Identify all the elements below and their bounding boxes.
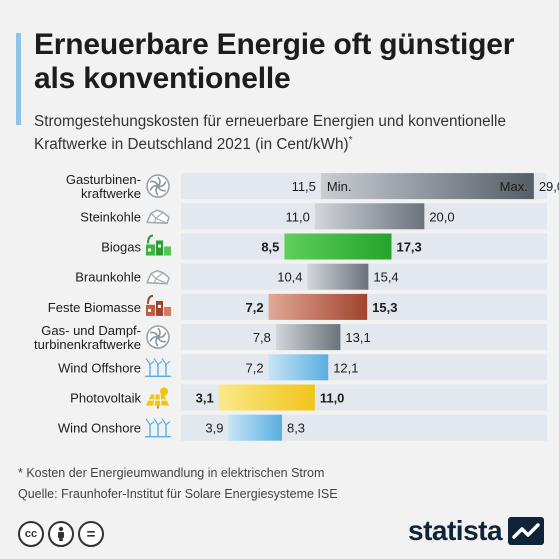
min-value-label: 8,5 (261, 240, 279, 255)
no-derivatives-icon[interactable]: = (78, 521, 104, 547)
range-bar (320, 173, 534, 200)
chart-subtitle: Stromgestehungskosten für erneuerbare En… (34, 112, 554, 154)
range-bar (307, 263, 369, 290)
max-value-label: 20,0 (429, 209, 454, 224)
category-label: Steinkohle (80, 209, 141, 224)
category-label: Gasturbinen- (66, 172, 141, 187)
min-value-label: 3,1 (196, 391, 214, 406)
title-accent-bar (16, 33, 21, 125)
min-value-label: 11,0 (285, 209, 309, 224)
biomass-plant-icon (146, 294, 171, 316)
solar-panel-icon (146, 387, 169, 409)
max-value-label: 11,0 (320, 391, 345, 406)
subtitle-footnote-mark: * (348, 135, 353, 146)
category-label: Wind Offshore (58, 360, 141, 375)
range-bar (314, 203, 425, 230)
chart-row: 7,8 13,1 Gas- und Dampf-turbinenkraftwerke (34, 323, 547, 352)
category-label: Braunkohle (75, 270, 141, 285)
turbine-icon (146, 174, 170, 198)
max-value-label: 15,4 (373, 270, 398, 285)
cc-icon[interactable]: cc (18, 521, 44, 547)
category-label: kraftwerke (81, 186, 141, 201)
range-bar (284, 233, 392, 260)
bar-track (181, 324, 547, 351)
bar-track (181, 354, 547, 381)
bar-track (181, 384, 547, 411)
chart-title: Erneuerbare Energie oft günstiger als ko… (34, 28, 515, 95)
max-value-label: 15,3 (372, 300, 397, 315)
chart-row: 7,2 15,3 Feste Biomasse (48, 293, 547, 320)
min-value-label: 3,9 (205, 421, 223, 436)
chart-row: 11,0 20,0 Steinkohle (80, 203, 547, 230)
biogas-plant-icon (146, 234, 171, 256)
min-value-label: 7,8 (253, 330, 271, 345)
wind-turbine-icon (145, 357, 171, 377)
subtitle-text: Stromgestehungskosten für erneuerbare En… (34, 113, 506, 154)
range-bar (268, 293, 368, 320)
category-label: Photovoltaik (70, 391, 141, 406)
wind-turbine-icon (145, 418, 171, 438)
chart-row: 8,5 17,3 Biogas (101, 233, 547, 260)
cc-icon-text: cc (24, 528, 38, 540)
category-label: Biogas (101, 240, 141, 255)
license-badges: cc = (18, 521, 104, 547)
range-bar (218, 384, 315, 411)
bar-track (181, 233, 547, 260)
source-note: Quelle: Fraunhofer-Institut für Solare E… (18, 487, 338, 501)
statista-logo[interactable]: statista (408, 515, 545, 547)
chart-row: 11,5 29,0 Min. Max. Gasturbinen-kraftwerke (66, 172, 559, 201)
chart-row: 7,2 12,1 Wind Offshore (58, 354, 547, 381)
min-value-label: 7,2 (246, 360, 264, 375)
range-bar (268, 354, 329, 381)
max-value-label: 12,1 (333, 360, 358, 375)
bar-track (181, 414, 547, 441)
person-icon (58, 526, 64, 541)
chart-row: 10,4 15,4 Braunkohle (75, 263, 547, 290)
max-value-label: 8,3 (287, 421, 305, 436)
max-value-label: 17,3 (396, 240, 421, 255)
turbine-icon (146, 325, 170, 349)
range-bar (275, 324, 341, 351)
category-label: Wind Onshore (58, 421, 141, 436)
bar-track (181, 203, 547, 230)
category-label: Feste Biomasse (48, 300, 141, 315)
coal-icon (146, 269, 170, 285)
range-min-marker: Min. (327, 179, 352, 194)
range-max-marker: Max. (500, 179, 528, 194)
min-value-label: 11,5 (292, 179, 316, 194)
chart-row: 3,1 11,0 Photovoltaik (70, 384, 547, 411)
no-derivatives-icon-text: = (86, 525, 96, 543)
range-bar (228, 414, 282, 441)
max-value-label: 13,1 (345, 330, 370, 345)
bar-track (181, 173, 547, 200)
bar-track (181, 293, 547, 320)
min-value-label: 10,4 (277, 270, 302, 285)
chart-row: 3,9 8,3 Wind Onshore (58, 414, 547, 441)
bar-track (181, 263, 547, 290)
category-label: turbinenkraftwerke (34, 337, 141, 352)
footnote: * Kosten der Energieumwandlung in elektr… (18, 466, 325, 480)
attribution-icon[interactable] (48, 521, 74, 547)
max-value-label: 29,0 (539, 179, 559, 194)
logo-wordmark: statista (408, 515, 503, 546)
category-label: Gas- und Dampf- (41, 323, 141, 338)
coal-icon (146, 209, 170, 225)
logo-mark-icon (508, 517, 545, 545)
min-value-label: 7,2 (246, 300, 264, 315)
